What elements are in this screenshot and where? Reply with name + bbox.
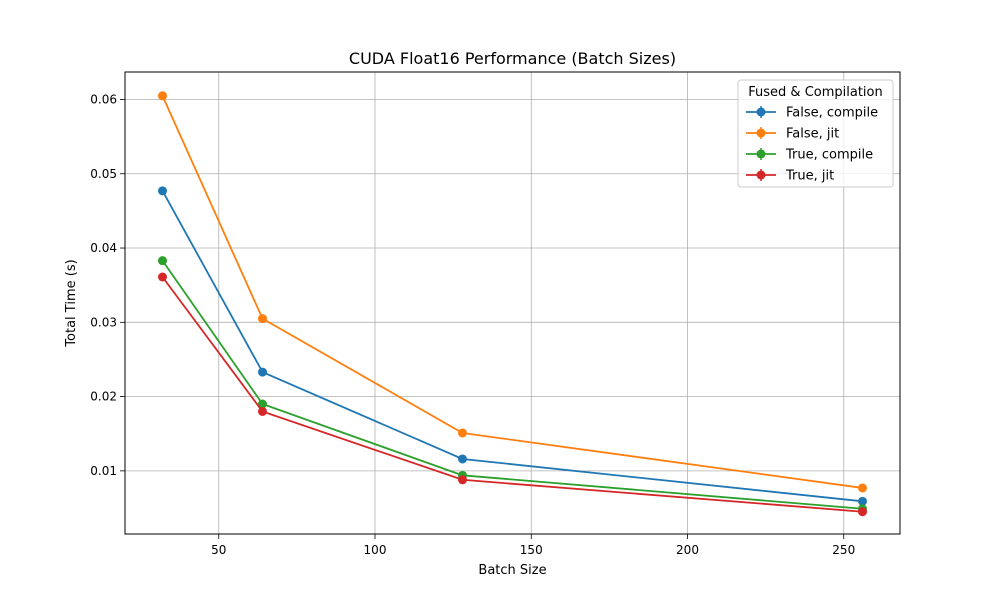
series-line [161,95,863,489]
data-point [858,507,867,517]
x-tick-label: 150 [520,543,543,557]
chart-title: CUDA Float16 Performance (Batch Sizes) [349,49,676,68]
legend: Fused & Compilation False, compileFalse,… [737,79,894,188]
data-point [158,256,167,266]
y-axis-label: Total Time (s) [64,259,79,347]
legend-label: False, jit [786,127,839,142]
y-tick-label: 0.06 [90,92,117,106]
data-point [158,272,167,282]
data-point [458,475,467,485]
data-point [258,314,267,324]
legend-label: True, jit [785,169,834,184]
x-tick-label: 200 [676,543,699,557]
series-line [161,260,863,510]
y-tick-label: 0.04 [90,241,117,255]
series-layer [158,91,867,517]
y-tick-label: 0.05 [90,167,117,181]
y-tick-label: 0.02 [90,390,117,404]
x-axis-label: Batch Size [478,563,546,578]
legend-marker [756,149,766,159]
legend-items: False, compile False, jit True, compile Tru… [746,106,878,184]
data-point [458,428,467,438]
legend-marker [756,128,766,138]
data-point [458,454,467,464]
legend-title: Fused & Compilation [748,85,882,100]
series-group [158,91,867,493]
legend-label: False, compile [786,106,878,121]
data-point [158,186,167,196]
series-group [158,272,867,517]
y-tick-label: 0.03 [90,315,117,329]
data-point [258,406,267,416]
plot-frame [124,71,901,535]
legend-label: True, compile [785,148,873,163]
x-tick-label: 100 [364,543,387,557]
data-point [258,367,267,377]
tick-layer: 50 100 150 200 250 0.01 0.02 0.03 0.04 0.05 0.06 [90,92,855,557]
y-tick-label: 0.01 [90,464,117,478]
data-point [158,91,167,101]
legend-marker [756,107,766,117]
series-line [161,276,863,513]
data-point [858,496,867,506]
legend-box [737,79,894,188]
x-tick-label: 250 [832,543,855,557]
series-line [161,190,863,503]
legend-marker [756,170,766,180]
data-point [858,483,867,493]
series-group [158,186,867,506]
x-tick-label: 50 [211,543,226,557]
data-point [258,399,267,409]
